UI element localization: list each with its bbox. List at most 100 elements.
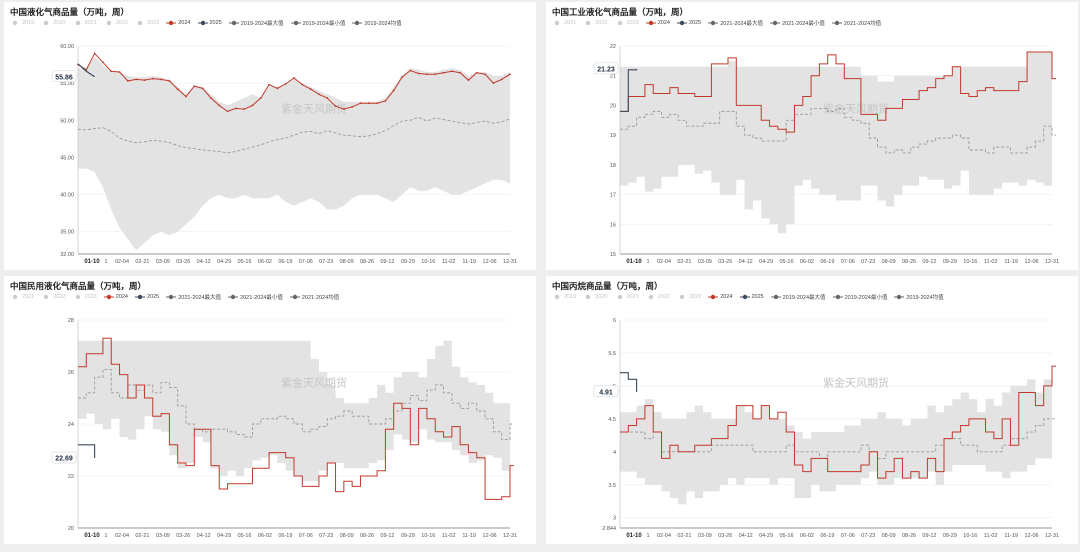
legend-label: 2023 [689, 294, 702, 300]
legend-label: 2025 [147, 294, 160, 300]
series-2024-point [176, 88, 179, 90]
x-tick-label: 06-02 [800, 259, 814, 265]
legend-item-6[interactable]: 2025 [739, 293, 764, 301]
legend-item-2[interactable]: 2023 [615, 19, 639, 27]
legend-item-3[interactable]: 2022 [646, 293, 670, 301]
y-tick-label: 60.00 [60, 44, 74, 50]
legend-item-0[interactable]: 2019 [552, 293, 576, 301]
legend-item-2[interactable]: 2021 [615, 293, 639, 301]
legend-item-2[interactable]: 2021 [73, 19, 97, 27]
legend-item-3[interactable]: 2024 [645, 19, 670, 27]
series-2024-point [293, 77, 295, 79]
legend-item-0[interactable]: 2019 [10, 19, 34, 27]
x-tick-label: 08-09 [340, 259, 354, 265]
legend-item-5[interactable]: 2021-2024最大值 [708, 19, 763, 27]
y-tick-label: 35.00 [60, 230, 74, 236]
legend-item-0[interactable]: 2021 [552, 19, 576, 27]
latest-value-callout: 55.86 [51, 70, 77, 83]
legend-swatch-icon [679, 294, 685, 300]
legend-item-1[interactable]: 2022 [583, 19, 608, 27]
legend-swatch-icon [228, 294, 239, 300]
legend-label: 2019-2024最小值 [844, 295, 888, 301]
x-tick-label: 11-02 [442, 259, 456, 265]
legend-item-7[interactable]: 2019-2024最大值 [228, 19, 284, 27]
x-tick-label: 03-09 [156, 259, 170, 265]
series-average [77, 116, 511, 154]
legend-item-4[interactable]: 2023 [677, 293, 701, 301]
legend-item-6[interactable]: 2025 [197, 19, 222, 27]
x-tick-label: 05-16 [237, 533, 251, 539]
legend-item-1[interactable]: 2020 [41, 19, 66, 27]
legend-item-3[interactable]: 2024 [103, 293, 128, 301]
chart-legend: 2021 2022 2023 2024 2025 2021-2024最大值 2021-202… [10, 293, 532, 301]
y-tick-label: 4 [613, 450, 616, 456]
legend-item-9[interactable]: 2019-2024均值 [352, 19, 402, 27]
legend-item-4[interactable]: 2025 [135, 293, 159, 301]
legend-swatch-icon [894, 294, 905, 300]
series-2024-point [359, 102, 362, 105]
x-tick-label: 12-31 [503, 259, 517, 265]
legend-item-7[interactable]: 2019-2024最大值 [770, 293, 826, 301]
series-2024-point [210, 97, 212, 99]
series-2024-point [102, 61, 104, 64]
series-2024-point [450, 70, 453, 73]
series-2025 [77, 63, 95, 78]
legend-item-5[interactable]: 2024 [708, 293, 733, 301]
series-2024-point [500, 78, 503, 81]
legend-item-1[interactable]: 2022 [41, 293, 66, 301]
x-tick-label: 1 [646, 259, 649, 265]
y-tick-label: 40.00 [60, 193, 74, 199]
x-tick-label: 10-16 [421, 259, 435, 265]
x-tick-label: 04-12 [739, 533, 753, 539]
legend-item-7[interactable]: 2021-2024均值 [289, 293, 339, 301]
legend-swatch-icon [832, 294, 843, 300]
x-tick-label: 02-04 [115, 259, 129, 265]
series-2024-point [160, 78, 162, 81]
x-tick-label: 12-06 [483, 533, 497, 539]
legend-label: 2022 [657, 294, 670, 300]
legend-swatch-icon [44, 20, 49, 26]
legend-swatch-icon [554, 294, 560, 300]
series-2024-point [401, 76, 403, 79]
x-tick-label: 03-09 [156, 533, 170, 539]
legend-item-4[interactable]: 2023 [135, 19, 159, 27]
y-tick-label: 55.00 [60, 81, 74, 87]
legend-item-8[interactable]: 2019-2024最小值 [290, 19, 345, 27]
legend-item-8[interactable]: 2019-2024最小值 [832, 293, 888, 301]
x-tick-label: 07-23 [861, 259, 875, 265]
legend-label: 2024 [115, 294, 128, 300]
legend-item-1[interactable]: 2020 [583, 293, 608, 301]
series-2025 [620, 68, 638, 112]
legend-label: 2019-2024最大值 [782, 295, 826, 301]
x-tick-label: 07-06 [299, 259, 313, 265]
series-2024-point [168, 80, 171, 82]
x-tick-label: 04-29 [759, 259, 773, 265]
legend-item-6[interactable]: 2021-2024最小值 [228, 293, 283, 301]
series-2024-point [276, 87, 279, 90]
legend-item-6[interactable]: 2021-2024最小值 [770, 19, 825, 27]
x-tick-label: 11-19 [1004, 259, 1018, 265]
series-2024-point [93, 52, 96, 55]
x-tick-label: 03-09 [698, 533, 712, 539]
x-tick-label: 11-19 [462, 533, 476, 539]
legend-label: 2023 [626, 20, 639, 26]
legend-item-2[interactable]: 2023 [73, 293, 97, 301]
legend-item-9[interactable]: 2019-2024均值 [894, 293, 944, 301]
x-tick-label: 06-02 [258, 259, 272, 265]
y-tick-label: 32.00 [60, 252, 74, 258]
x-tick-label: 02-21 [135, 259, 149, 265]
legend-item-7[interactable]: 2021-2024均值 [831, 19, 881, 27]
y-tick-label: 5.5 [608, 351, 616, 357]
chart-panel-civil-lpg: 中国民用液化气商品量（万吨，周） 2021 2022 2023 2024 2025 202… [4, 276, 536, 544]
y-tick-label: 16 [610, 222, 616, 228]
legend-item-0[interactable]: 2021 [10, 293, 34, 301]
y-tick-label: 18 [610, 163, 616, 169]
legend-item-3[interactable]: 2022 [104, 19, 128, 27]
legend-item-5[interactable]: 2024 [166, 19, 191, 27]
legend-swatch-icon [770, 20, 781, 26]
legend-label: 2025 [689, 20, 702, 26]
chart-title: 中国丙烷商品量（万吨，周） [552, 282, 663, 292]
legend-item-4[interactable]: 2025 [677, 19, 701, 27]
legend-item-5[interactable]: 2021-2024最大值 [166, 293, 221, 301]
series-2024-point [259, 97, 262, 99]
